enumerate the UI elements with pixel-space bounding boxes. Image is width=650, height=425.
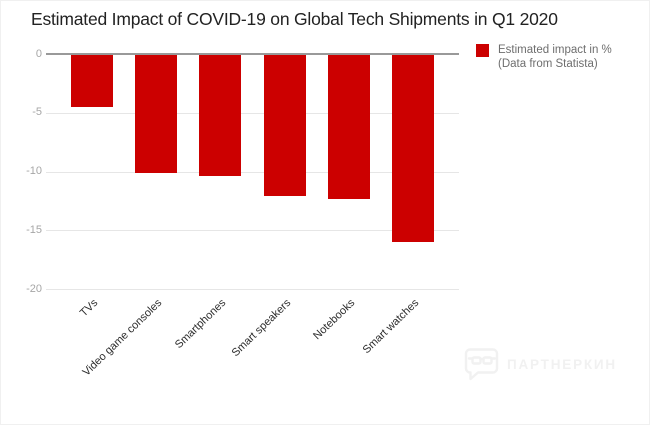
gridline [46,230,459,232]
legend: Estimated impact in % (Data from Statist… [476,43,612,71]
bar [327,54,370,199]
y-axis-tick-label: -15 [26,223,42,236]
speech-bubble-glasses-icon [464,348,499,381]
y-axis-tick-label: -20 [26,282,42,295]
y-axis-tick-label: -5 [32,106,42,119]
chart-title: Estimated Impact of COVID-19 on Global T… [31,9,558,29]
zero-baseline [46,53,459,55]
legend-swatch-icon [476,44,489,57]
legend-source-note: (Data from Statista) [498,58,598,70]
bar [71,54,113,107]
gridline [46,289,459,290]
y-axis-tick-label: -10 [26,165,42,177]
legend-text: Estimated impact in % (Data from Statist… [498,43,612,71]
bar [135,54,178,173]
y-axis-tick-label: 0 [35,47,42,60]
legend-label: Estimated impact in % [498,44,612,56]
gridline [46,112,459,114]
watermark-text: ПАРТНЕРКИН [507,357,617,373]
bar [392,54,434,242]
bar [263,54,306,197]
watermark: ПАРТНЕРКИН [464,346,617,384]
gridline [46,171,459,173]
bar [199,54,242,177]
